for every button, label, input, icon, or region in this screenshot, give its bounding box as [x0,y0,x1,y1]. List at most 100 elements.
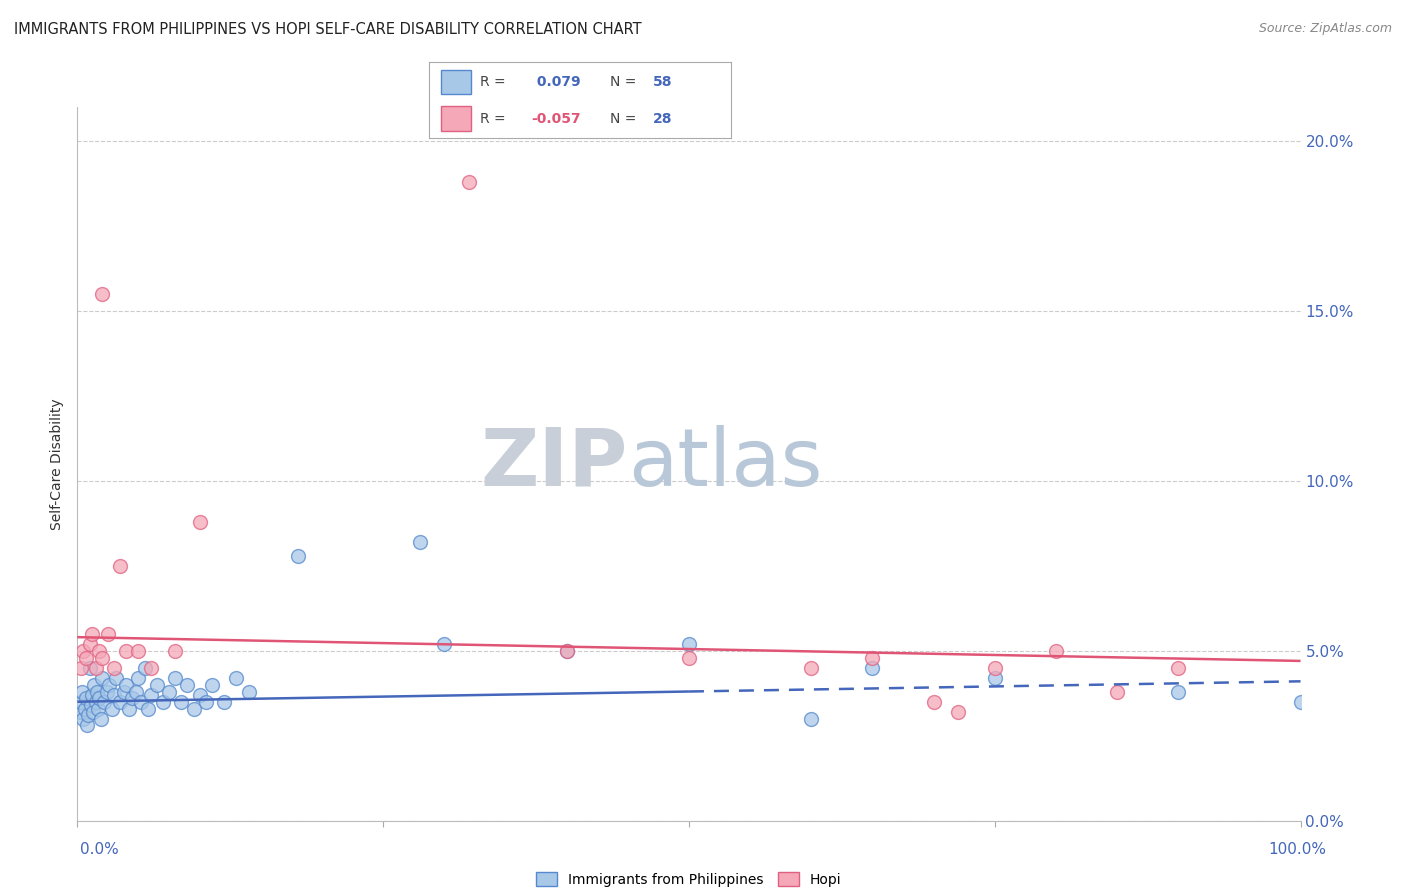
Point [188,688,211,702]
Point [83,678,105,692]
Text: Source: ZipAtlas.com: Source: ZipAtlas.com [1258,22,1392,36]
Point [678,650,700,665]
Point [80,698,103,712]
Point [139,688,162,702]
Text: IMMIGRANTS FROM PHILIPPINES VS HOPI SELF-CARE DISABILITY CORRELATION CHART: IMMIGRANTS FROM PHILIPPINES VS HOPI SELF… [14,22,641,37]
Text: 0.0%: 0.0% [80,842,120,856]
Point [89,691,111,706]
Point [433,637,456,651]
Point [72,644,94,658]
Point [128,671,150,685]
Point [212,695,235,709]
Point [108,695,131,709]
Text: N =: N = [610,112,641,126]
Point [97,626,120,640]
Point [103,688,125,702]
Point [1045,644,1067,658]
Text: R =: R = [481,75,510,89]
Bar [441,106,471,130]
Point [84,695,107,709]
Point [165,671,187,685]
Point [79,661,101,675]
Point [87,701,110,715]
Point [862,650,884,665]
Point [176,678,198,692]
Point [80,626,103,640]
Point [457,175,479,189]
Point [105,671,128,685]
Point [1167,684,1189,698]
Point [862,661,884,675]
Point [89,644,111,658]
Point [136,701,159,715]
Point [134,661,156,675]
Point [121,691,143,706]
Legend: Immigrants from Philippines, Hopi: Immigrants from Philippines, Hopi [531,866,846,892]
Point [80,688,103,702]
Point [409,535,432,549]
Point [1167,661,1189,675]
Point [170,695,193,709]
Point [678,637,700,651]
Text: 58: 58 [652,75,672,89]
Point [922,695,945,709]
Y-axis label: Self-Care Disability: Self-Care Disability [51,398,65,530]
Point [100,701,122,715]
Point [183,701,205,715]
Text: ZIP: ZIP [481,425,628,503]
Point [90,712,112,726]
Point [115,678,138,692]
Point [157,684,180,698]
Point [984,661,1007,675]
Point [70,695,93,709]
Point [555,644,578,658]
Point [1107,684,1129,698]
Point [238,684,260,698]
Point [225,671,247,685]
Point [84,661,107,675]
Point [77,708,100,723]
Point [188,515,211,529]
Point [800,661,823,675]
Point [152,695,174,709]
Point [118,701,141,715]
Point [555,644,578,658]
Point [165,644,187,658]
Point [115,644,138,658]
Point [984,671,1007,685]
Point [108,558,131,573]
Point [139,661,162,675]
Point [79,637,101,651]
Point [1289,695,1312,709]
Point [146,678,169,692]
Point [73,701,96,715]
Text: N =: N = [610,75,641,89]
Point [103,661,125,675]
Point [90,287,112,301]
Point [287,549,309,563]
Point [201,678,224,692]
Point [946,705,969,719]
Point [82,705,104,719]
Point [70,684,93,698]
Text: R =: R = [481,112,510,126]
Text: 0.079: 0.079 [531,75,581,89]
Point [72,712,94,726]
Point [128,644,150,658]
Point [194,695,217,709]
Text: 100.0%: 100.0% [1268,842,1326,856]
Point [90,671,112,685]
Point [98,678,121,692]
Point [76,718,98,732]
Text: atlas: atlas [628,425,823,503]
Point [75,691,97,706]
Point [800,712,823,726]
Point [96,684,118,698]
Text: -0.057: -0.057 [531,112,581,126]
Point [125,684,148,698]
Point [93,695,115,709]
Point [129,695,152,709]
Bar [441,70,471,95]
Point [75,650,97,665]
Text: 28: 28 [652,112,672,126]
